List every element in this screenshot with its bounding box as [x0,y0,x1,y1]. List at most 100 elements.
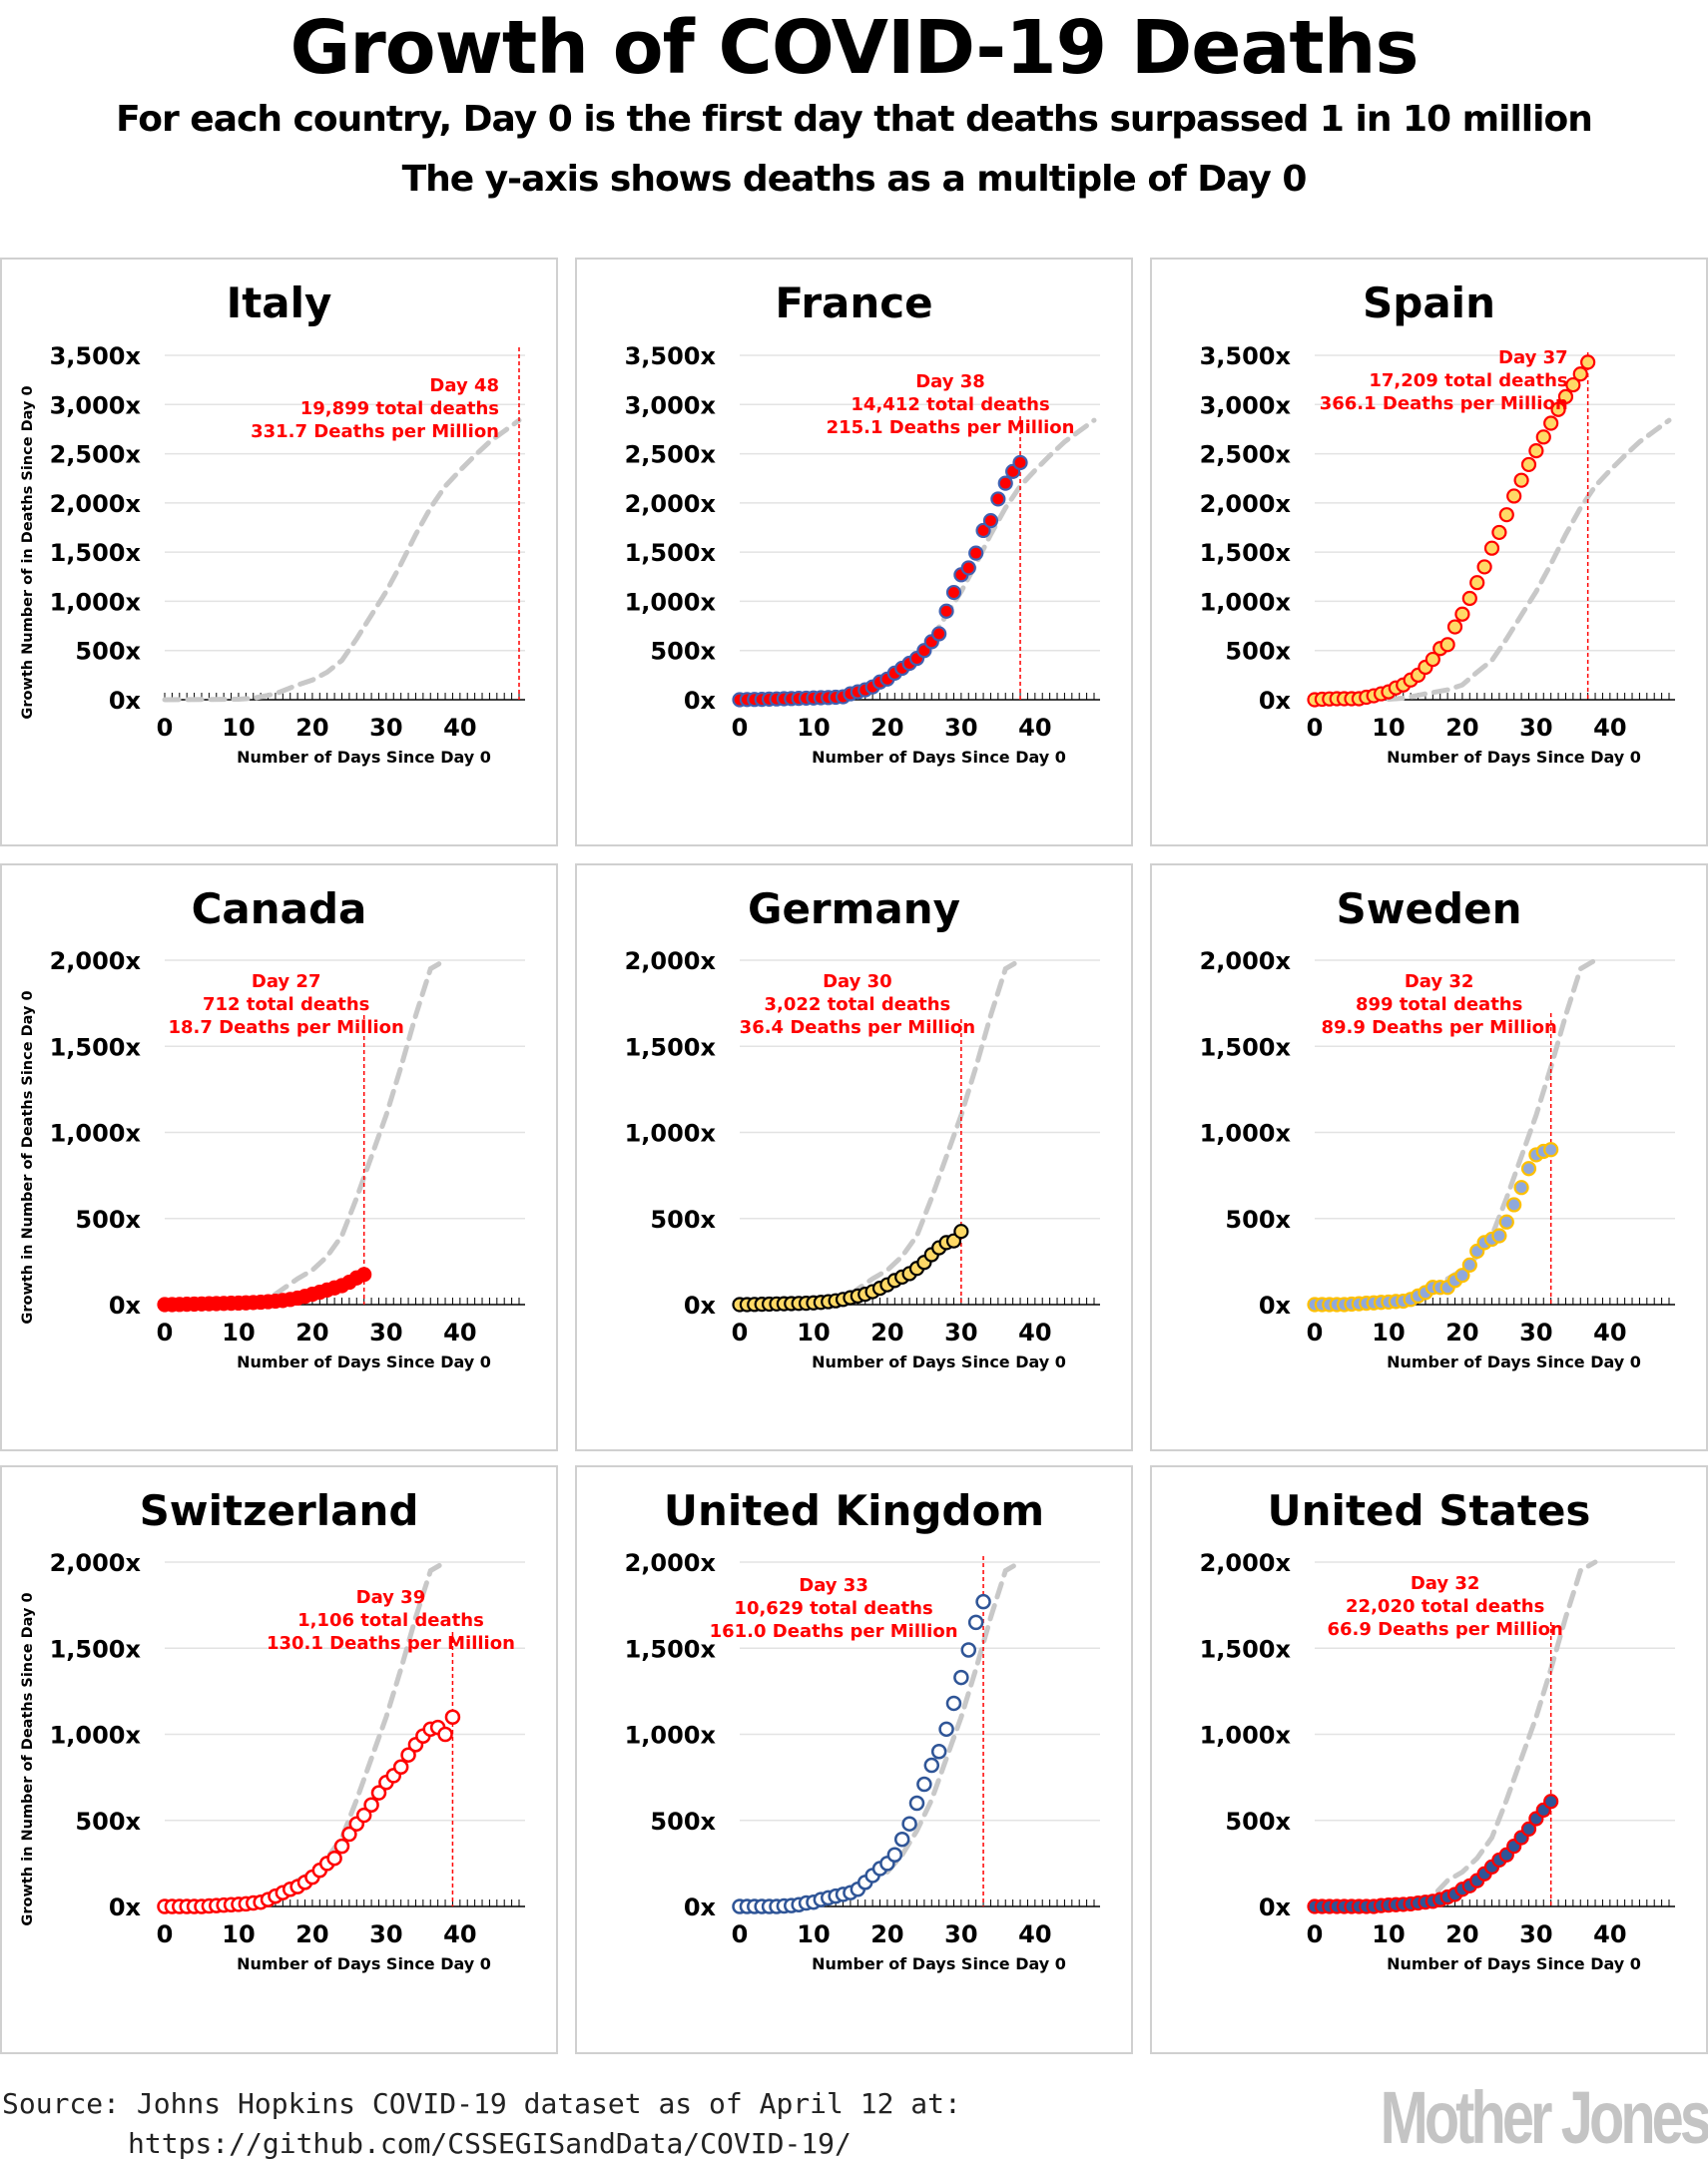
x-tick-label: 40 [1018,714,1051,742]
data-point [1483,540,1500,556]
country-title: Italy [227,278,332,327]
y-tick-label: 1,500x [625,1033,717,1061]
annotation-total-deaths: 19,899 total deaths [300,398,499,419]
x-tick-label: 40 [1018,1920,1051,1948]
annotation-total-deaths: 712 total deaths [203,994,369,1015]
data-point [893,1831,910,1848]
data-point [1506,488,1522,504]
chart-svg: United Kingdom 0x 500x 1,000x 1,500x 2,000x 0 1… [625,1486,1100,1973]
x-tick-label: 0 [157,1920,174,1948]
data-point [1454,606,1470,622]
annotation-day: Day 33 [799,1575,868,1596]
x-axis-title: Number of Days Since Day 0 [1387,748,1641,767]
data-point [938,1721,954,1738]
panel-united-states: United States 0x 500x 1,000x 1,500x 2,000x 0 10… [1150,1465,1708,2054]
y-tick-label: 500x [650,638,716,666]
x-tick-label: 20 [295,714,328,742]
annotation-total-deaths: 22,020 total deaths [1346,1596,1544,1617]
country-title: France [775,278,932,327]
y-tick-label: 500x [75,638,141,666]
x-tick-label: 0 [1307,1319,1324,1347]
x-axis-title: Number of Days Since Day 0 [812,1352,1066,1371]
data-point [356,1267,372,1283]
data-point [1513,1180,1529,1196]
data-point [341,1826,357,1843]
y-tick-label: 1,000x [1200,1120,1292,1148]
y-tick-label: 0x [109,687,142,715]
y-tick-label: 1,000x [50,1722,142,1750]
x-tick-label: 30 [1519,1920,1552,1948]
panel-germany: Germany 0x 500x 1,000x 1,500x 2,000x 0 10 20 30 40… [575,863,1133,1451]
country-title: United States [1268,1486,1591,1535]
data-point [916,1776,932,1793]
data-point [1557,388,1574,404]
y-tick-label: 3,500x [50,342,142,370]
y-tick-label: 3,000x [625,391,717,419]
data-point [444,1709,461,1725]
data-point [968,545,984,561]
x-tick-label: 10 [222,1319,255,1347]
x-tick-label: 20 [870,714,903,742]
italy-reference-line [162,417,522,703]
x-tick-label: 40 [443,714,476,742]
annotation-total-deaths: 17,209 total deaths [1369,370,1567,391]
x-tick-label: 30 [944,1920,977,1948]
chart-svg: Canada 0x 500x 1,000x 1,500x 2,000x 0 10 20 30 40 N… [20,884,525,1371]
y-tick-label: 3,000x [1200,391,1292,419]
data-point [923,1757,940,1774]
annotation-day: Day 39 [356,1587,426,1608]
y-tick-label: 3,500x [625,342,717,370]
data-point [355,1807,372,1824]
panel-france: France 0x 500x 1,000x 1,500x 2,000x 2,500x 3,00… [575,258,1133,846]
y-tick-label: 0x [684,1292,717,1320]
x-tick-label: 10 [222,1920,255,1948]
y-tick-label: 2,000x [50,490,142,518]
mother-jones-logo: Mother Jones [1380,2076,1708,2159]
x-axis-title: Number of Days Since Day 0 [812,1954,1066,1973]
data-point [1535,429,1551,445]
data-point [975,1593,991,1610]
data-point [1528,443,1544,459]
x-axis-title: Number of Days Since Day 0 [237,1352,491,1371]
data-point [1454,1268,1470,1284]
x-tick-label: 10 [1372,1319,1405,1347]
data-point [1513,472,1529,488]
data-point [1012,454,1028,471]
data-point [1446,619,1463,635]
y-tick-label: 500x [1225,638,1291,666]
annotation-deaths-per-million: 130.1 Deaths per Million [267,1633,515,1654]
annotation-day: Day 32 [1405,971,1474,992]
x-tick-label: 40 [1593,1319,1626,1347]
y-tick-label: 2,000x [1200,947,1292,975]
data-point [392,1759,409,1776]
annotation-deaths-per-million: 18.7 Deaths per Million [168,1017,403,1038]
x-tick-label: 0 [732,1319,749,1347]
y-tick-label: 1,500x [625,539,717,567]
annotation-total-deaths: 10,629 total deaths [734,1598,932,1619]
data-point [908,1795,925,1812]
source-url[interactable]: https://github.com/CSSEGISandData/COVID-… [128,2127,852,2160]
italy-reference-line [1386,417,1672,702]
italy-reference-line [1416,1559,1598,1904]
panel-switzerland: Switzerland 0x 500x 1,000x 1,500x 2,000x 0 10 20… [0,1465,558,2054]
data-point [953,1224,969,1240]
x-tick-label: 0 [732,714,749,742]
data-point [938,603,954,619]
y-tick-label: 1,500x [625,1635,717,1663]
data-point [333,1838,350,1855]
data-point [370,1785,387,1801]
y-tick-label: 1,000x [625,1722,717,1750]
y-tick-label: 0x [684,687,717,715]
y-tick-label: 1,000x [50,588,142,616]
y-tick-label: 1,500x [1200,539,1292,567]
annotation-day: Day 30 [823,971,892,992]
data-point [1520,456,1537,473]
data-point [953,1669,969,1686]
y-tick-label: 0x [1259,687,1292,715]
x-tick-label: 20 [870,1319,903,1347]
data-point [1461,1257,1477,1273]
y-tick-label: 1,500x [50,1635,142,1663]
data-point [1572,366,1588,382]
x-tick-label: 30 [1519,714,1552,742]
y-axis-title: Growth in Number of Deaths Since Day 0 [20,990,36,1324]
